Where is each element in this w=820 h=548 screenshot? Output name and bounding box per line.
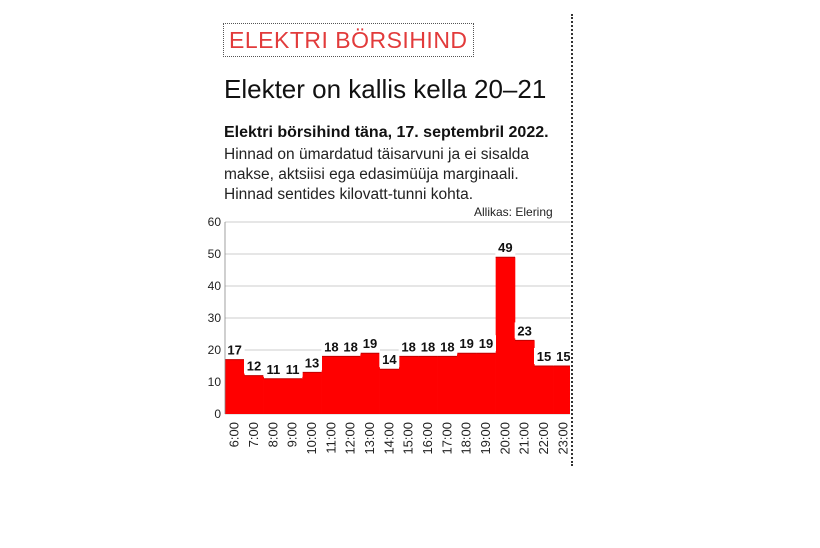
- data-label-bg: [360, 335, 380, 352]
- x-tick-label: 18:00: [459, 422, 474, 455]
- data-label-bg: [495, 239, 516, 256]
- x-tick-label: 19:00: [478, 422, 493, 455]
- bar: [225, 359, 245, 414]
- x-tick-label: 8:00: [265, 422, 280, 447]
- x-tick-label: 11:00: [323, 422, 338, 454]
- data-label: 12: [247, 359, 261, 374]
- data-label-bg: [534, 348, 554, 364]
- data-label-bg: [514, 322, 535, 339]
- bar: [321, 356, 342, 414]
- x-tick-label: 21:00: [517, 422, 532, 455]
- x-tick-label: 9:00: [285, 422, 300, 447]
- bar: [534, 366, 554, 414]
- x-tick-label: 15:00: [401, 422, 416, 455]
- bar: [263, 378, 284, 414]
- description-line: makse, aktsiisi ega edasimüüja marginaal…: [224, 166, 519, 183]
- bar: [379, 369, 400, 414]
- bars-layer: [225, 256, 570, 414]
- x-tick-label: 12:00: [343, 422, 358, 455]
- bar: [437, 356, 458, 414]
- data-label-bg: [398, 338, 419, 355]
- bar: [457, 353, 477, 414]
- y-tick-label: 20: [208, 343, 222, 357]
- data-label: 11: [286, 362, 300, 377]
- description-line: Hinnad sentides kilovatt-tunni kohta.: [224, 186, 474, 203]
- data-label: 18: [324, 339, 338, 354]
- bar: [399, 356, 419, 414]
- data-label-bg: [263, 360, 284, 377]
- data-label-bg: [437, 338, 458, 355]
- data-label-bg: [456, 335, 477, 352]
- chart-subtitle: Elektri börsihind täna, 17. septembril 2…: [224, 124, 549, 141]
- x-tick-label: 6:00: [227, 422, 242, 447]
- y-tick-label: 10: [208, 375, 222, 389]
- data-label-bg: [282, 360, 303, 377]
- source-note: Allikas: Elering: [474, 205, 553, 219]
- x-tick-label: 7:00: [246, 422, 261, 447]
- x-tick-label: 17:00: [439, 422, 454, 455]
- data-label: 49: [498, 240, 512, 255]
- data-label: 11: [266, 362, 280, 377]
- bar: [360, 353, 380, 414]
- data-label: 13: [305, 355, 319, 370]
- data-label-bg: [244, 357, 264, 374]
- data-label: 14: [382, 352, 397, 367]
- bar: [302, 372, 322, 414]
- x-tick-label: 14:00: [381, 422, 396, 455]
- data-label-bg: [224, 341, 245, 358]
- data-label: 19: [363, 336, 377, 351]
- y-tick-label: 40: [208, 279, 222, 293]
- bar: [244, 375, 264, 414]
- bar: [476, 353, 496, 414]
- description-line: Hinnad on ümardatud täisarvuni ja ei sis…: [224, 146, 530, 163]
- x-tick-label: 13:00: [362, 422, 377, 455]
- bar: [341, 356, 361, 414]
- bar: [553, 366, 570, 414]
- data-label-bg: [379, 351, 400, 368]
- x-tick-label: 23:00: [555, 422, 570, 455]
- data-label: 19: [459, 336, 473, 351]
- bar: [418, 356, 438, 414]
- y-tick-label: 0: [214, 407, 221, 421]
- data-label: 17: [227, 343, 241, 358]
- column-divider: [571, 14, 573, 466]
- y-tick-label: 30: [208, 311, 222, 325]
- x-tick-label: 20:00: [497, 422, 512, 455]
- y-tick-label: 60: [208, 215, 222, 229]
- labels-layer: 17 12 11 11 13 18 18 19 14 18 18 18 19 19 49 23 15 15: [224, 239, 570, 377]
- data-label: 15: [537, 349, 551, 364]
- data-label: 19: [479, 336, 493, 351]
- section-kicker: ELEKTRI BÖRSIHIND: [223, 23, 474, 57]
- chart-description: Hinnad on ümardatud täisarvuni ja ei sis…: [224, 145, 564, 205]
- x-tick-label: 16:00: [420, 422, 435, 455]
- price-bar-chart: 17 12 11 11 13 18 18 19 14 18 18 18 19 19 49 23 15 15 0 10…: [208, 215, 570, 455]
- x-tick-label: 22:00: [536, 422, 551, 455]
- bar: [515, 340, 535, 414]
- x-tick-label: 10:00: [304, 422, 319, 455]
- data-label-bg: [302, 354, 322, 371]
- bar: [495, 257, 516, 414]
- data-label: 18: [343, 339, 357, 354]
- data-label-bg: [418, 338, 438, 355]
- data-label-bg: [553, 348, 570, 364]
- y-tick-label: 50: [208, 247, 222, 261]
- data-label: 15: [556, 349, 570, 364]
- data-label-bg: [340, 338, 361, 355]
- data-label-bg: [321, 338, 342, 355]
- bar: [283, 378, 303, 414]
- data-label: 18: [440, 339, 454, 354]
- data-label: 18: [421, 339, 435, 354]
- data-label-bg: [476, 335, 496, 352]
- data-label: 23: [517, 323, 531, 338]
- headline: Elekter on kallis kella 20–21: [224, 74, 547, 104]
- data-label: 18: [401, 339, 415, 354]
